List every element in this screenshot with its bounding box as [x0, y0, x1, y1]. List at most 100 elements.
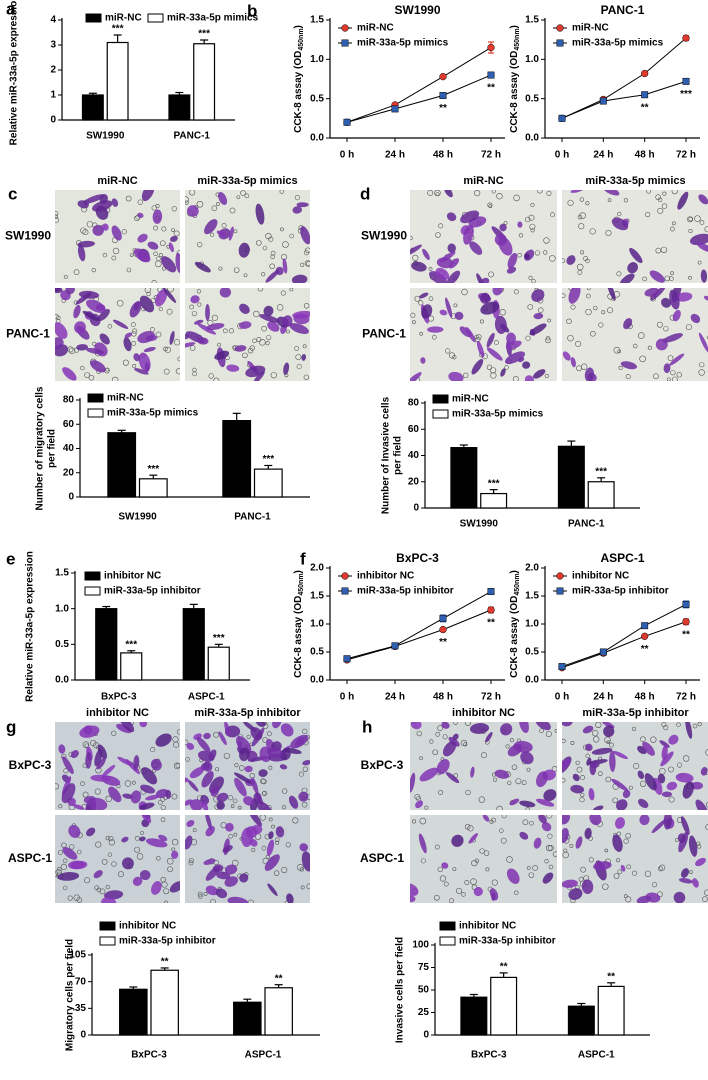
- row-label: BxPC-3: [9, 758, 52, 772]
- pore: [191, 310, 197, 317]
- cell: [169, 881, 180, 893]
- cell: [194, 261, 211, 273]
- legend-swatch: [87, 393, 104, 403]
- pore: [656, 321, 663, 328]
- cell: [214, 350, 230, 360]
- cell: [292, 310, 310, 319]
- pore: [227, 795, 234, 801]
- pore: [238, 765, 245, 771]
- cell: [121, 857, 134, 870]
- pore: [303, 374, 310, 380]
- pore: [177, 356, 180, 362]
- pore: [251, 847, 256, 853]
- pore: [491, 817, 497, 823]
- cell: [189, 766, 205, 779]
- x-tick-label: BxPC-3: [471, 1050, 507, 1061]
- x-tick-label: ASPC-1: [188, 692, 225, 703]
- cell: [582, 725, 594, 734]
- pore: [132, 328, 138, 334]
- legend-marker: [556, 24, 564, 32]
- cell: [218, 731, 227, 746]
- pore: [688, 228, 693, 234]
- y-tick-label: 80: [408, 398, 420, 409]
- cell: [448, 736, 460, 747]
- cell: [92, 200, 113, 212]
- pore: [198, 894, 203, 899]
- pore: [463, 372, 469, 379]
- pore: [639, 780, 647, 787]
- pore: [485, 867, 490, 872]
- y-label-subscript: 450nm: [298, 573, 305, 595]
- pore: [155, 331, 162, 338]
- pore: [196, 200, 204, 208]
- legend-label: miR-33a-5p mimics: [572, 38, 664, 49]
- cell: [505, 340, 522, 350]
- pore: [418, 300, 424, 306]
- cell: [239, 303, 250, 314]
- cell: [194, 319, 204, 325]
- pore: [154, 260, 162, 268]
- pore: [111, 255, 117, 261]
- pore: [271, 824, 275, 829]
- significance: **: [487, 618, 495, 629]
- data-point: [391, 642, 399, 650]
- pore: [221, 223, 227, 229]
- cell: [96, 757, 106, 770]
- cell: [651, 819, 667, 834]
- y-axis-label: CCK-8 assay (OD450nm): [293, 570, 306, 678]
- cell: [494, 233, 507, 246]
- micrograph: [410, 722, 557, 810]
- pore: [55, 214, 58, 219]
- pore: [697, 260, 702, 265]
- cell: [536, 798, 555, 807]
- pore: [213, 377, 220, 381]
- pore: [663, 725, 669, 731]
- pore: [80, 365, 85, 371]
- pore: [455, 887, 463, 894]
- pore: [158, 307, 163, 312]
- pore: [664, 275, 671, 282]
- pore: [156, 856, 161, 861]
- pore: [437, 725, 443, 731]
- cell: [536, 771, 548, 788]
- cell: [208, 749, 217, 761]
- cell: [238, 242, 250, 258]
- pore: [644, 870, 652, 877]
- cell: [419, 767, 439, 782]
- cell: [125, 759, 141, 775]
- cell: [140, 784, 156, 794]
- pore: [650, 736, 657, 743]
- cell: [203, 761, 213, 772]
- pore: [228, 834, 233, 839]
- pore: [275, 840, 280, 845]
- cell: [663, 815, 672, 830]
- data-point: [641, 622, 649, 630]
- pore: [268, 765, 273, 770]
- cell: [542, 872, 554, 884]
- pore: [645, 211, 651, 218]
- pore: [434, 190, 441, 197]
- cell: [216, 230, 227, 237]
- cell: [520, 751, 534, 765]
- pore: [528, 275, 533, 280]
- pore: [286, 329, 290, 334]
- pore: [532, 865, 538, 871]
- micrograph: [55, 722, 180, 810]
- pore: [55, 217, 59, 223]
- pore: [281, 788, 288, 794]
- pore: [590, 330, 596, 337]
- pore: [669, 276, 674, 281]
- cell: [622, 789, 631, 799]
- significance: **: [439, 103, 447, 114]
- pore: [211, 205, 218, 212]
- x-tick-label: 24 h: [593, 150, 613, 161]
- pore: [233, 229, 238, 234]
- bar: [490, 976, 518, 1036]
- pore: [144, 288, 151, 294]
- legend-label: miR-33a-5p mimics: [167, 13, 259, 24]
- pore: [419, 817, 427, 825]
- cell: [205, 885, 218, 896]
- y-tick-label: 0: [413, 503, 419, 514]
- bar: [193, 43, 216, 121]
- cell: [61, 783, 76, 804]
